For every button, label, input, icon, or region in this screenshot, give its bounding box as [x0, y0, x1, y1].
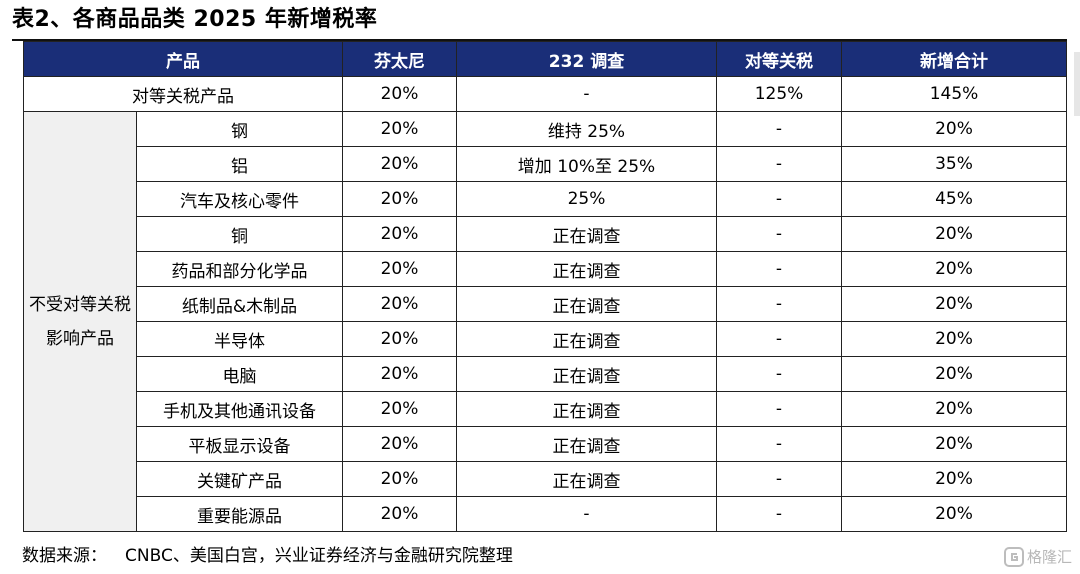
table-header-row: 产品 芬太尼 232 调查 对等关税 新增合计: [23, 41, 1067, 77]
table-row: 对等关税产品 20% - 125% 145%: [23, 76, 1067, 112]
cell-product: 钢: [136, 111, 343, 147]
table-row: 手机及其他通讯设备 20% 正在调查 -20%: [24, 391, 1067, 427]
table-row: 重要能源品 20% - -20%: [24, 496, 1067, 532]
cell-section-232: 正在调查: [456, 426, 717, 462]
source-label: 数据来源：: [22, 546, 107, 566]
cell-total: 45%: [841, 181, 1067, 217]
cell-fentanyl: 20%: [342, 251, 457, 287]
cell-section-232: 增加 10%至 25%: [456, 146, 717, 182]
table-row: 汽车及核心零件 20% 25% -45%: [24, 181, 1067, 217]
cell-section-232: -: [456, 76, 717, 112]
cell-fentanyl: 20%: [342, 356, 457, 392]
header-fentanyl: 芬太尼: [342, 41, 457, 77]
header-product: 产品: [23, 41, 343, 77]
table-row: 半导体 20% 正在调查 -20%: [24, 321, 1067, 357]
cell-total: 20%: [841, 461, 1067, 497]
cell-reciprocal: -: [716, 356, 842, 392]
cell-reciprocal: -: [716, 426, 842, 462]
cell-total: 35%: [841, 146, 1067, 182]
header-total: 新增合计: [841, 41, 1067, 77]
table-row: 不受对等关税影响产品钢 20% 维持 25% -20%: [23, 111, 1067, 532]
cell-fentanyl: 20%: [342, 461, 457, 497]
cell-product: 电脑: [136, 356, 343, 392]
cell-total: 20%: [841, 251, 1067, 287]
cell-reciprocal: -: [716, 181, 842, 217]
cell-section-232: -: [456, 496, 717, 532]
cell-product: 铝: [136, 146, 343, 182]
tariff-table: 产品 芬太尼 232 调查 对等关税 新增合计 对等关税产品 20% - 125…: [23, 41, 1067, 532]
cell-total: 20%: [841, 321, 1067, 357]
cell-section-232: 正在调查: [456, 321, 717, 357]
cell-fentanyl: 20%: [342, 321, 457, 357]
cell-reciprocal: -: [716, 286, 842, 322]
cell-section-232: 正在调查: [456, 216, 717, 252]
cell-section-232: 正在调查: [456, 251, 717, 287]
cell-reciprocal: -: [716, 111, 842, 147]
watermark-text: 格隆汇: [1026, 548, 1072, 566]
cell-reciprocal: -: [716, 146, 842, 182]
cell-fentanyl: 20%: [342, 146, 457, 182]
cell-product: 对等关税产品: [23, 76, 343, 112]
cell-fentanyl: 20%: [342, 496, 457, 532]
cell-section-232: 正在调查: [456, 391, 717, 427]
cell-reciprocal: -: [716, 391, 842, 427]
cell-product: 铜: [136, 216, 343, 252]
cell-fentanyl: 20%: [342, 216, 457, 252]
cell-reciprocal: -: [716, 216, 842, 252]
cell-section-232: 正在调查: [456, 356, 717, 392]
table-row: 纸制品&木制品 20% 正在调查 -20%: [24, 286, 1067, 322]
cell-section-232: 正在调查: [456, 461, 717, 497]
cell-product: 半导体: [136, 321, 343, 357]
table-row: 关键矿产品 20% 正在调查 -20%: [24, 461, 1067, 497]
cell-fentanyl: 20%: [342, 181, 457, 217]
edge-scrollbar: [1074, 52, 1080, 116]
table-row: 铜 20% 正在调查 -20%: [24, 216, 1067, 252]
cell-product: 关键矿产品: [136, 461, 343, 497]
cell-product: 重要能源品: [136, 496, 343, 532]
cell-section-232: 正在调查: [456, 286, 717, 322]
cell-total: 20%: [841, 391, 1067, 427]
cell-total: 145%: [841, 76, 1067, 112]
cell-section-232: 25%: [456, 181, 717, 217]
page-title: 表2、各商品品类 2025 年新增税率: [12, 7, 378, 32]
cell-product: 汽车及核心零件: [136, 181, 343, 217]
cell-reciprocal: -: [716, 251, 842, 287]
cell-reciprocal: -: [716, 461, 842, 497]
source-note: 数据来源： CNBC、美国白宫，兴业证券经济与金融研究院整理: [22, 541, 513, 571]
cell-section-232: 维持 25%: [456, 111, 717, 147]
source-text: CNBC、美国白宫，兴业证券经济与金融研究院整理: [125, 546, 513, 566]
watermark: 格隆汇: [1003, 544, 1072, 570]
cell-total: 20%: [841, 111, 1067, 147]
cell-total: 20%: [841, 356, 1067, 392]
cell-reciprocal: -: [716, 321, 842, 357]
cell-product: 平板显示设备: [136, 426, 343, 462]
cell-total: 20%: [841, 496, 1067, 532]
table-row: 平板显示设备 20% 正在调查 -20%: [24, 426, 1067, 462]
cell-fentanyl: 20%: [342, 286, 457, 322]
title-divider: [12, 39, 1067, 41]
cell-product: 手机及其他通讯设备: [136, 391, 343, 427]
group-label-cell: 不受对等关税影响产品: [23, 111, 137, 532]
cell-reciprocal: -: [716, 496, 842, 532]
cell-total: 20%: [841, 286, 1067, 322]
header-section-232: 232 调查: [456, 41, 717, 77]
table-row: 药品和部分化学品 20% 正在调查 -20%: [24, 251, 1067, 287]
cell-fentanyl: 20%: [342, 391, 457, 427]
cell-product: 药品和部分化学品: [136, 251, 343, 287]
cell-fentanyl: 20%: [342, 111, 457, 147]
table-row: 铝 20% 增加 10%至 25% -35%: [24, 146, 1067, 182]
header-reciprocal-tariff: 对等关税: [716, 41, 842, 77]
table-row: 电脑 20% 正在调查 -20%: [24, 356, 1067, 392]
cell-total: 20%: [841, 426, 1067, 462]
cell-fentanyl: 20%: [342, 426, 457, 462]
cell-total: 20%: [841, 216, 1067, 252]
gelonghui-logo-icon: [1003, 547, 1024, 567]
cell-product: 纸制品&木制品: [136, 286, 343, 322]
cell-fentanyl: 20%: [342, 76, 457, 112]
cell-reciprocal: 125%: [716, 76, 842, 112]
